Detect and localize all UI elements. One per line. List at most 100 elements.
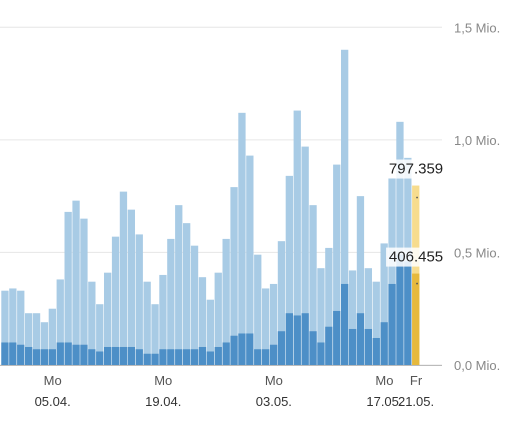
- bar-part[interactable]: [183, 349, 191, 365]
- bar-part[interactable]: [348, 328, 357, 365]
- bar-total[interactable]: [175, 205, 183, 365]
- bar-total[interactable]: [262, 288, 270, 365]
- bar-part[interactable]: [104, 346, 112, 365]
- bar-total[interactable]: [341, 49, 349, 365]
- bar-total[interactable]: [206, 299, 214, 365]
- bar-part[interactable]: [143, 353, 151, 365]
- bar-part[interactable]: [246, 333, 254, 365]
- bar-total[interactable]: [246, 155, 254, 365]
- bar-total[interactable]: [285, 175, 293, 365]
- bar-total[interactable]: [104, 272, 112, 365]
- bar-total[interactable]: [269, 283, 278, 365]
- bar-total[interactable]: [151, 304, 159, 365]
- bar-total[interactable]: [348, 270, 357, 365]
- bar-total[interactable]: [111, 236, 120, 365]
- bar-total[interactable]: [309, 205, 317, 365]
- bar-part[interactable]: [269, 344, 278, 365]
- bar-part[interactable]: [372, 337, 380, 365]
- bar-total[interactable]: [183, 223, 191, 365]
- bar-part[interactable]: [380, 322, 388, 365]
- bar-part[interactable]: [190, 349, 199, 365]
- bar-part[interactable]: [119, 346, 128, 365]
- bar-part[interactable]: [404, 261, 412, 365]
- bar-part[interactable]: [88, 349, 96, 365]
- bar-part[interactable]: [175, 349, 183, 365]
- bar-part[interactable]: [333, 310, 341, 365]
- bar-total[interactable]: [364, 268, 372, 365]
- bar-total[interactable]: [64, 211, 72, 365]
- bar-total[interactable]: [72, 200, 80, 365]
- bar-total[interactable]: [127, 209, 135, 365]
- bar-part[interactable]: [214, 346, 222, 365]
- bar-total[interactable]: [277, 241, 286, 365]
- bar-total[interactable]: [333, 164, 341, 365]
- bar-part[interactable]: [206, 351, 214, 365]
- bar-total[interactable]: [80, 218, 88, 365]
- bar-part[interactable]: [412, 273, 420, 365]
- bar-total[interactable]: [198, 277, 207, 365]
- bar-total[interactable]: [17, 290, 25, 365]
- bar-part[interactable]: [222, 342, 230, 365]
- bar-part[interactable]: [111, 346, 120, 365]
- bar-total[interactable]: [356, 196, 365, 365]
- bar-part[interactable]: [48, 349, 56, 365]
- bar-total[interactable]: [135, 234, 143, 365]
- bar-total[interactable]: [96, 304, 104, 365]
- bar-part[interactable]: [80, 344, 88, 365]
- bar-part[interactable]: [64, 342, 72, 365]
- bar-total[interactable]: [159, 274, 167, 365]
- bar-part[interactable]: [238, 333, 246, 365]
- bar-part[interactable]: [72, 344, 80, 365]
- bar-total[interactable]: [190, 245, 199, 365]
- bar-total[interactable]: [325, 247, 333, 365]
- bar-part[interactable]: [25, 346, 33, 365]
- bar-total[interactable]: [119, 191, 128, 365]
- bar-total[interactable]: [214, 272, 222, 365]
- bar-part[interactable]: [17, 344, 25, 365]
- bar-total[interactable]: [230, 187, 238, 365]
- bar-total[interactable]: [88, 281, 96, 365]
- bar-total[interactable]: [56, 279, 64, 365]
- bar-part[interactable]: [325, 326, 333, 365]
- bar-total[interactable]: [25, 313, 33, 365]
- bar-part[interactable]: [396, 254, 404, 365]
- bar-total[interactable]: [167, 238, 175, 365]
- bar-part[interactable]: [151, 353, 159, 365]
- bar-part[interactable]: [1, 342, 9, 365]
- bar-part[interactable]: [167, 349, 175, 365]
- bar-total[interactable]: [317, 268, 325, 365]
- bar-part[interactable]: [341, 283, 349, 365]
- bar-total[interactable]: [222, 238, 230, 365]
- bar-part[interactable]: [127, 346, 135, 365]
- bar-total[interactable]: [32, 313, 41, 365]
- bar-part[interactable]: [254, 349, 262, 365]
- bar-total[interactable]: [40, 322, 49, 365]
- bar-part[interactable]: [293, 315, 301, 365]
- bar-part[interactable]: [277, 331, 286, 365]
- bar-total[interactable]: [396, 121, 404, 365]
- bar-total[interactable]: [238, 112, 246, 365]
- bar-part[interactable]: [317, 342, 325, 365]
- bar-part[interactable]: [388, 283, 396, 365]
- bar-part[interactable]: [159, 349, 167, 365]
- bar-part[interactable]: [40, 349, 49, 365]
- bar-total[interactable]: [1, 290, 9, 365]
- bar-part[interactable]: [262, 349, 270, 365]
- bar-total[interactable]: [301, 146, 309, 365]
- bar-total[interactable]: [48, 308, 56, 365]
- bar-part[interactable]: [301, 313, 309, 365]
- bar-part[interactable]: [32, 349, 41, 365]
- bar-total[interactable]: [388, 178, 396, 365]
- bar-part[interactable]: [364, 328, 372, 365]
- bar-total[interactable]: [9, 288, 17, 365]
- bar-part[interactable]: [230, 335, 238, 365]
- bar-part[interactable]: [9, 342, 17, 365]
- bar-total[interactable]: [380, 243, 388, 365]
- bar-part[interactable]: [135, 349, 143, 365]
- bar-total[interactable]: [293, 110, 301, 365]
- bar-total[interactable]: [254, 254, 262, 365]
- bar-part[interactable]: [285, 313, 293, 365]
- bar-part[interactable]: [96, 351, 104, 365]
- bar-part[interactable]: [56, 342, 64, 365]
- bar-part[interactable]: [198, 346, 207, 365]
